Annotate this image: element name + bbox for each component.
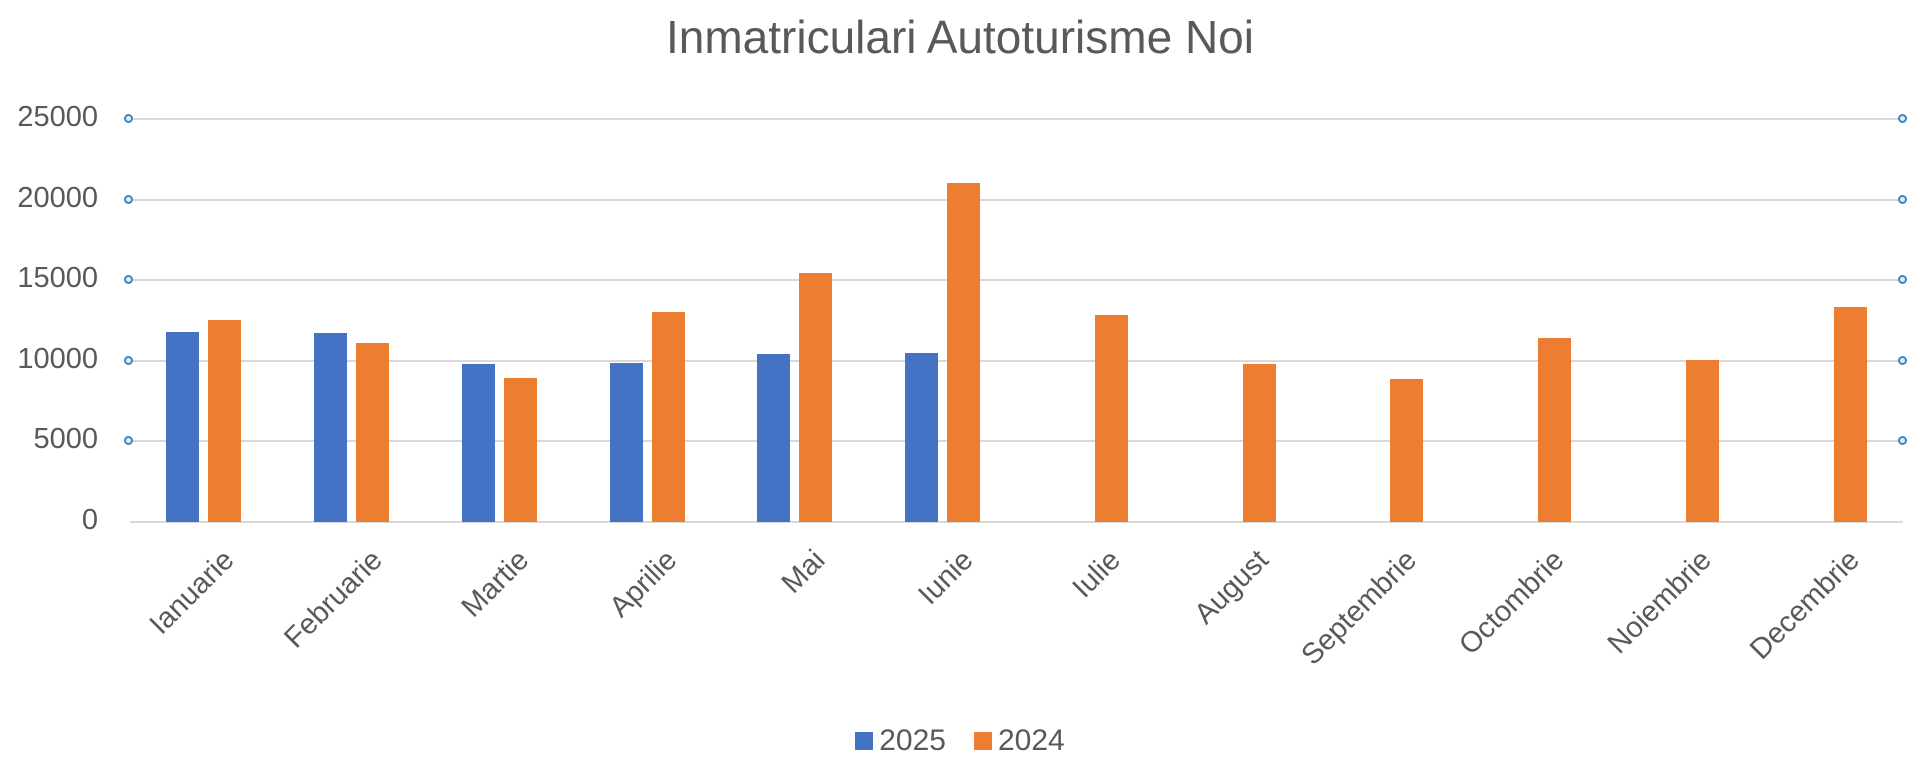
legend-label: 2025: [879, 724, 946, 757]
x-tick-label: August: [1188, 544, 1276, 631]
legend: 2025 2024: [0, 724, 1920, 758]
gridline: [130, 198, 1903, 201]
bar-2024-iunie[interactable]: [947, 182, 981, 522]
resize-handle-icon[interactable]: [1898, 355, 1907, 365]
bar-2025-martie[interactable]: [461, 363, 495, 522]
y-tick-label: 25000: [17, 101, 98, 133]
y-tick-label: 5000: [33, 423, 98, 456]
x-tick-label: Noiembrie: [1602, 544, 1719, 661]
y-tick-label: 10000: [17, 342, 98, 375]
gridline: [130, 279, 1903, 282]
resize-handle-icon[interactable]: [1898, 194, 1907, 204]
resize-handle-icon[interactable]: [124, 436, 133, 446]
y-tick-label: 0: [81, 504, 98, 536]
bar-2025-aprilie[interactable]: [609, 362, 643, 522]
x-tick-label: Iunie: [912, 544, 980, 612]
resize-handle-icon[interactable]: [1898, 275, 1907, 285]
bar-2024-noiembrie[interactable]: [1685, 359, 1719, 522]
bar-2024-martie[interactable]: [503, 378, 537, 522]
gridline: [130, 359, 1903, 362]
x-tick-label: Martie: [455, 544, 536, 624]
bar-2024-august[interactable]: [1242, 363, 1276, 522]
x-tick-label: Octombrie: [1452, 544, 1571, 662]
bar-2024-mai[interactable]: [799, 273, 833, 522]
resize-handle-icon[interactable]: [1898, 436, 1907, 446]
bar-2024-ianuarie[interactable]: [208, 319, 242, 522]
legend-item-2024[interactable]: 2024: [974, 724, 1065, 758]
bar-2025-ianuarie[interactable]: [166, 332, 200, 522]
x-tick-label: Februarie: [277, 544, 389, 655]
bar-2024-octombrie[interactable]: [1538, 338, 1572, 522]
bar-2024-iulie[interactable]: [1094, 314, 1128, 522]
resize-handle-icon[interactable]: [124, 355, 133, 365]
x-tick-label: Ianuarie: [143, 544, 241, 641]
x-tick-label: Iulie: [1066, 544, 1128, 605]
bar-2025-iunie[interactable]: [905, 353, 939, 522]
x-tick-label: Aprilie: [603, 544, 684, 624]
bar-2024-decembrie[interactable]: [1833, 306, 1867, 522]
x-tick-label: Septembrie: [1295, 544, 1423, 672]
bar-2024-februarie[interactable]: [356, 342, 390, 522]
legend-swatch-icon: [974, 732, 992, 750]
gridline: [130, 118, 1903, 120]
y-tick-label: 20000: [17, 181, 98, 214]
resize-handle-icon[interactable]: [124, 275, 133, 285]
resize-handle-icon[interactable]: [1898, 114, 1907, 123]
resize-handle-icon[interactable]: [124, 194, 133, 204]
bar-2025-mai[interactable]: [757, 354, 791, 522]
plot-area: [130, 118, 1903, 523]
x-tick-label: Decembrie: [1744, 544, 1866, 666]
resize-handle-icon[interactable]: [124, 114, 133, 123]
x-tick-label: Mai: [775, 544, 832, 600]
bar-2024-aprilie[interactable]: [651, 311, 685, 522]
bar-2025-februarie[interactable]: [314, 333, 348, 522]
chart-title: Inmatriculari Autoturisme Noi: [666, 11, 1254, 63]
gridline: [130, 440, 1903, 443]
legend-item-2025[interactable]: 2025: [855, 724, 946, 758]
legend-label: 2024: [998, 724, 1065, 757]
legend-swatch-icon: [855, 732, 874, 750]
bar-2024-septembrie[interactable]: [1390, 379, 1424, 522]
gridline: [130, 521, 1903, 523]
y-tick-label: 15000: [17, 262, 98, 295]
